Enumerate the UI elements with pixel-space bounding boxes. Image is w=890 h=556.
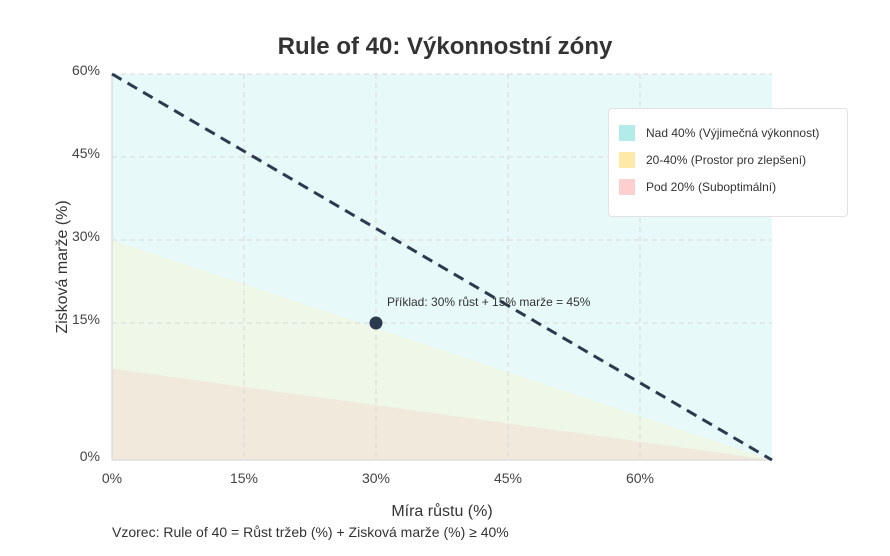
x-tick-label: 60% — [626, 470, 654, 486]
x-tick-label: 15% — [230, 470, 258, 486]
x-tick-label: 0% — [102, 470, 122, 486]
legend-swatch — [619, 124, 635, 141]
y-tick-label: 15% — [72, 311, 100, 327]
y-axis-label: Zisková marže (%) — [54, 200, 71, 333]
x-tick-label: 30% — [362, 470, 390, 486]
legend-label: 20-40% (Prostor pro zlepšení) — [646, 152, 807, 167]
legend-label: Nad 40% (Výjimečná výkonnost) — [646, 125, 820, 140]
threshold-line — [111, 72, 773, 462]
legend-item: Nad 40% (Výjimečná výkonnost) — [619, 119, 847, 146]
y-tick-label: 45% — [72, 145, 100, 161]
zone-area — [112, 368, 772, 460]
legend-swatch — [619, 178, 635, 195]
example-point-label: Příklad: 30% růst + 15% marže = 45% — [387, 295, 591, 309]
y-tick-label: 30% — [72, 228, 100, 244]
legend-swatch — [619, 151, 635, 168]
legend: Nad 40% (Výjimečná výkonnost) 20-40% (Pr… — [608, 108, 848, 217]
formula-note: Vzorec: Rule of 40 = Růst tržeb (%) + Zi… — [112, 524, 509, 540]
legend-item: 20-40% (Prostor pro zlepšení) — [619, 146, 847, 173]
example-point — [369, 316, 383, 330]
x-axis-label: Míra růstu (%) — [391, 502, 492, 520]
chart-title: Rule of 40: Výkonnostní zóny — [278, 33, 613, 60]
legend-item: Pod 20% (Suboptimální) — [619, 173, 847, 200]
y-tick-label: 60% — [72, 62, 100, 78]
y-tick-label: 0% — [80, 448, 100, 464]
x-tick-label: 45% — [494, 470, 522, 486]
legend-label: Pod 20% (Suboptimální) — [646, 179, 777, 194]
